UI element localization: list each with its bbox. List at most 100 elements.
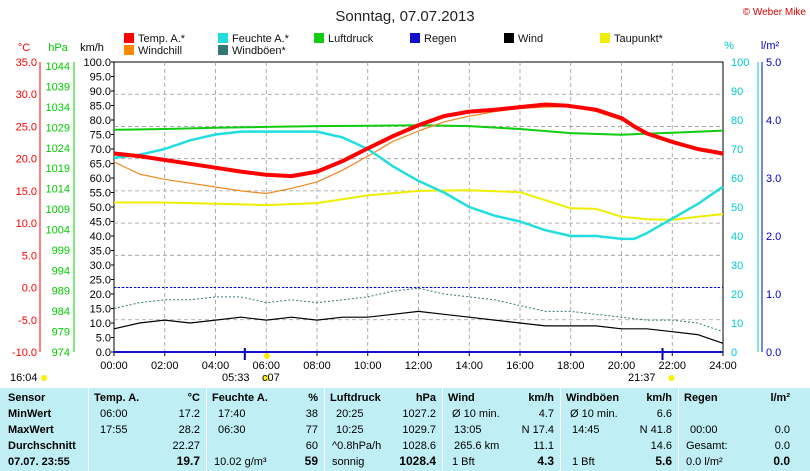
cell: 0.0	[774, 424, 790, 436]
tick-label-humidity: 10	[731, 318, 743, 330]
legend-label: Taupunkt*	[614, 33, 664, 45]
row-label: MinWert	[8, 408, 52, 420]
cell: 10:25	[336, 424, 364, 436]
cell: N 17.4	[521, 424, 554, 436]
cell: 38	[305, 408, 318, 420]
series-line-windb-en	[113, 287, 724, 333]
cell: 17:55	[100, 424, 128, 436]
cell: 13:05	[454, 424, 482, 436]
cell: Ø 10 min.	[452, 408, 500, 420]
cell: 10.02 g/m³	[214, 456, 267, 468]
legend-label: Luftdruck	[328, 33, 374, 45]
sunset-time: 21:37	[628, 372, 656, 384]
header-humidity: Feuchte A.	[212, 392, 268, 404]
tick-label-rain: 0.0	[766, 347, 781, 359]
tick-label-x: 16:00	[506, 360, 534, 372]
cell: 0.0	[774, 440, 790, 452]
legend-swatch	[124, 45, 134, 55]
cell: 22.27	[172, 440, 200, 452]
tick-label-rain: 1.0	[766, 289, 781, 301]
cell: ^0.8hPa/h	[332, 440, 382, 452]
row-label: Durchschnitt	[8, 440, 76, 452]
cell: Gesamt:	[686, 440, 728, 452]
tick-label-speed: 75.0	[90, 130, 111, 142]
current-pressure: 1028.4	[399, 454, 436, 468]
tick-label-pressure: 1034	[46, 102, 70, 114]
tick-label-humidity: 40	[731, 231, 743, 243]
tick-label-temp: 30.0	[16, 89, 37, 101]
tick-label-speed: 30.0	[90, 260, 111, 272]
cell: sonnig	[332, 456, 365, 468]
tick-label-x: 12:00	[405, 360, 433, 372]
cell: 265.6 km	[454, 440, 500, 452]
header-rain: Regen	[684, 392, 718, 404]
current-rain: 0.0	[773, 454, 790, 468]
cell: 1028.6	[402, 440, 436, 452]
cell: 4.7	[538, 408, 554, 420]
sunrise-time: 05:33	[222, 372, 250, 384]
tick-label-rain: 3.0	[766, 173, 781, 185]
tick-label-speed: 60.0	[90, 173, 111, 185]
tick-label-pressure: 1019	[46, 163, 70, 175]
tick-label-pressure: 994	[52, 265, 70, 277]
tick-label-rain: 2.0	[766, 231, 781, 243]
moon-marker	[263, 353, 270, 359]
cell: 14:45	[572, 424, 600, 436]
cell: N 41.8	[639, 424, 672, 436]
tick-label-x: 00:00	[100, 360, 128, 372]
current-temp: 19.7	[176, 454, 200, 468]
legend-label: Temp. A.*	[138, 33, 186, 45]
tick-label-rain: 4.0	[766, 115, 781, 127]
cell: 06:30	[218, 424, 246, 436]
sun-time-left: 16:04	[10, 372, 38, 384]
current-gust: 5.6	[655, 454, 672, 468]
tick-label-pressure: 974	[52, 347, 70, 359]
legend-label: Windböen*	[232, 45, 287, 57]
tick-label-humidity: 60	[731, 173, 743, 185]
tick-label-x: 10:00	[354, 360, 382, 372]
chart-title: Sonntag, 07.07.2013	[335, 8, 474, 25]
cell: 0.0 l/m²	[686, 456, 723, 468]
cell: 60	[305, 440, 318, 452]
tick-label-pressure: 984	[52, 306, 70, 318]
tick-label-speed: 40.0	[90, 231, 111, 243]
cell: 06:00	[100, 408, 128, 420]
series-line-wind	[113, 310, 724, 344]
tick-label-temp: 35.0	[16, 57, 37, 69]
tick-label-pressure: 1024	[46, 143, 70, 155]
tick-label-speed: 70.0	[90, 144, 111, 156]
cell: 1027.2	[402, 408, 436, 420]
tick-label-humidity: 80	[731, 115, 743, 127]
header-rain-unit: l/m²	[770, 392, 790, 404]
row-label: 07.07. 23:55	[8, 456, 70, 468]
tick-label-speed: 20.0	[90, 289, 111, 301]
tick-label-pressure: 979	[52, 327, 70, 339]
legend-swatch	[410, 33, 420, 43]
weather-chart: Sonntag, 07.07.2013 © Weber Mike Temp. A.*…	[12, 7, 807, 381]
header-pressure: Luftdruck	[330, 392, 381, 404]
tick-label-humidity: 50	[731, 202, 743, 214]
header-temp-unit: °C	[187, 392, 200, 404]
cell: 1 Bft	[452, 456, 475, 468]
tick-label-humidity: 90	[731, 86, 743, 98]
tick-label-pressure: 1009	[46, 204, 70, 216]
header-pressure-unit: hPa	[415, 392, 436, 404]
tick-label-speed: 100.0	[83, 57, 111, 69]
header-temp: Temp. A.	[94, 392, 140, 404]
cell: 6.6	[656, 408, 672, 420]
legend-swatch	[218, 33, 228, 43]
tick-label-pressure: 1039	[46, 82, 70, 94]
tick-label-humidity: 30	[731, 260, 743, 272]
tick-label-x: 22:00	[658, 360, 686, 372]
credit-text: © Weber Mike	[743, 7, 807, 18]
cell: Ø 10 min.	[570, 408, 618, 420]
tick-label-humidity: 20	[731, 289, 743, 301]
tick-label-speed: 5.0	[96, 333, 111, 345]
legend-swatch	[124, 33, 134, 43]
legend-swatch	[600, 33, 610, 43]
cell: 17:40	[218, 408, 246, 420]
tick-label-speed: 45.0	[90, 217, 111, 229]
cell: 20:25	[336, 408, 364, 420]
series-line-taupunkt	[114, 189, 724, 221]
tick-label-speed: 85.0	[90, 101, 111, 113]
